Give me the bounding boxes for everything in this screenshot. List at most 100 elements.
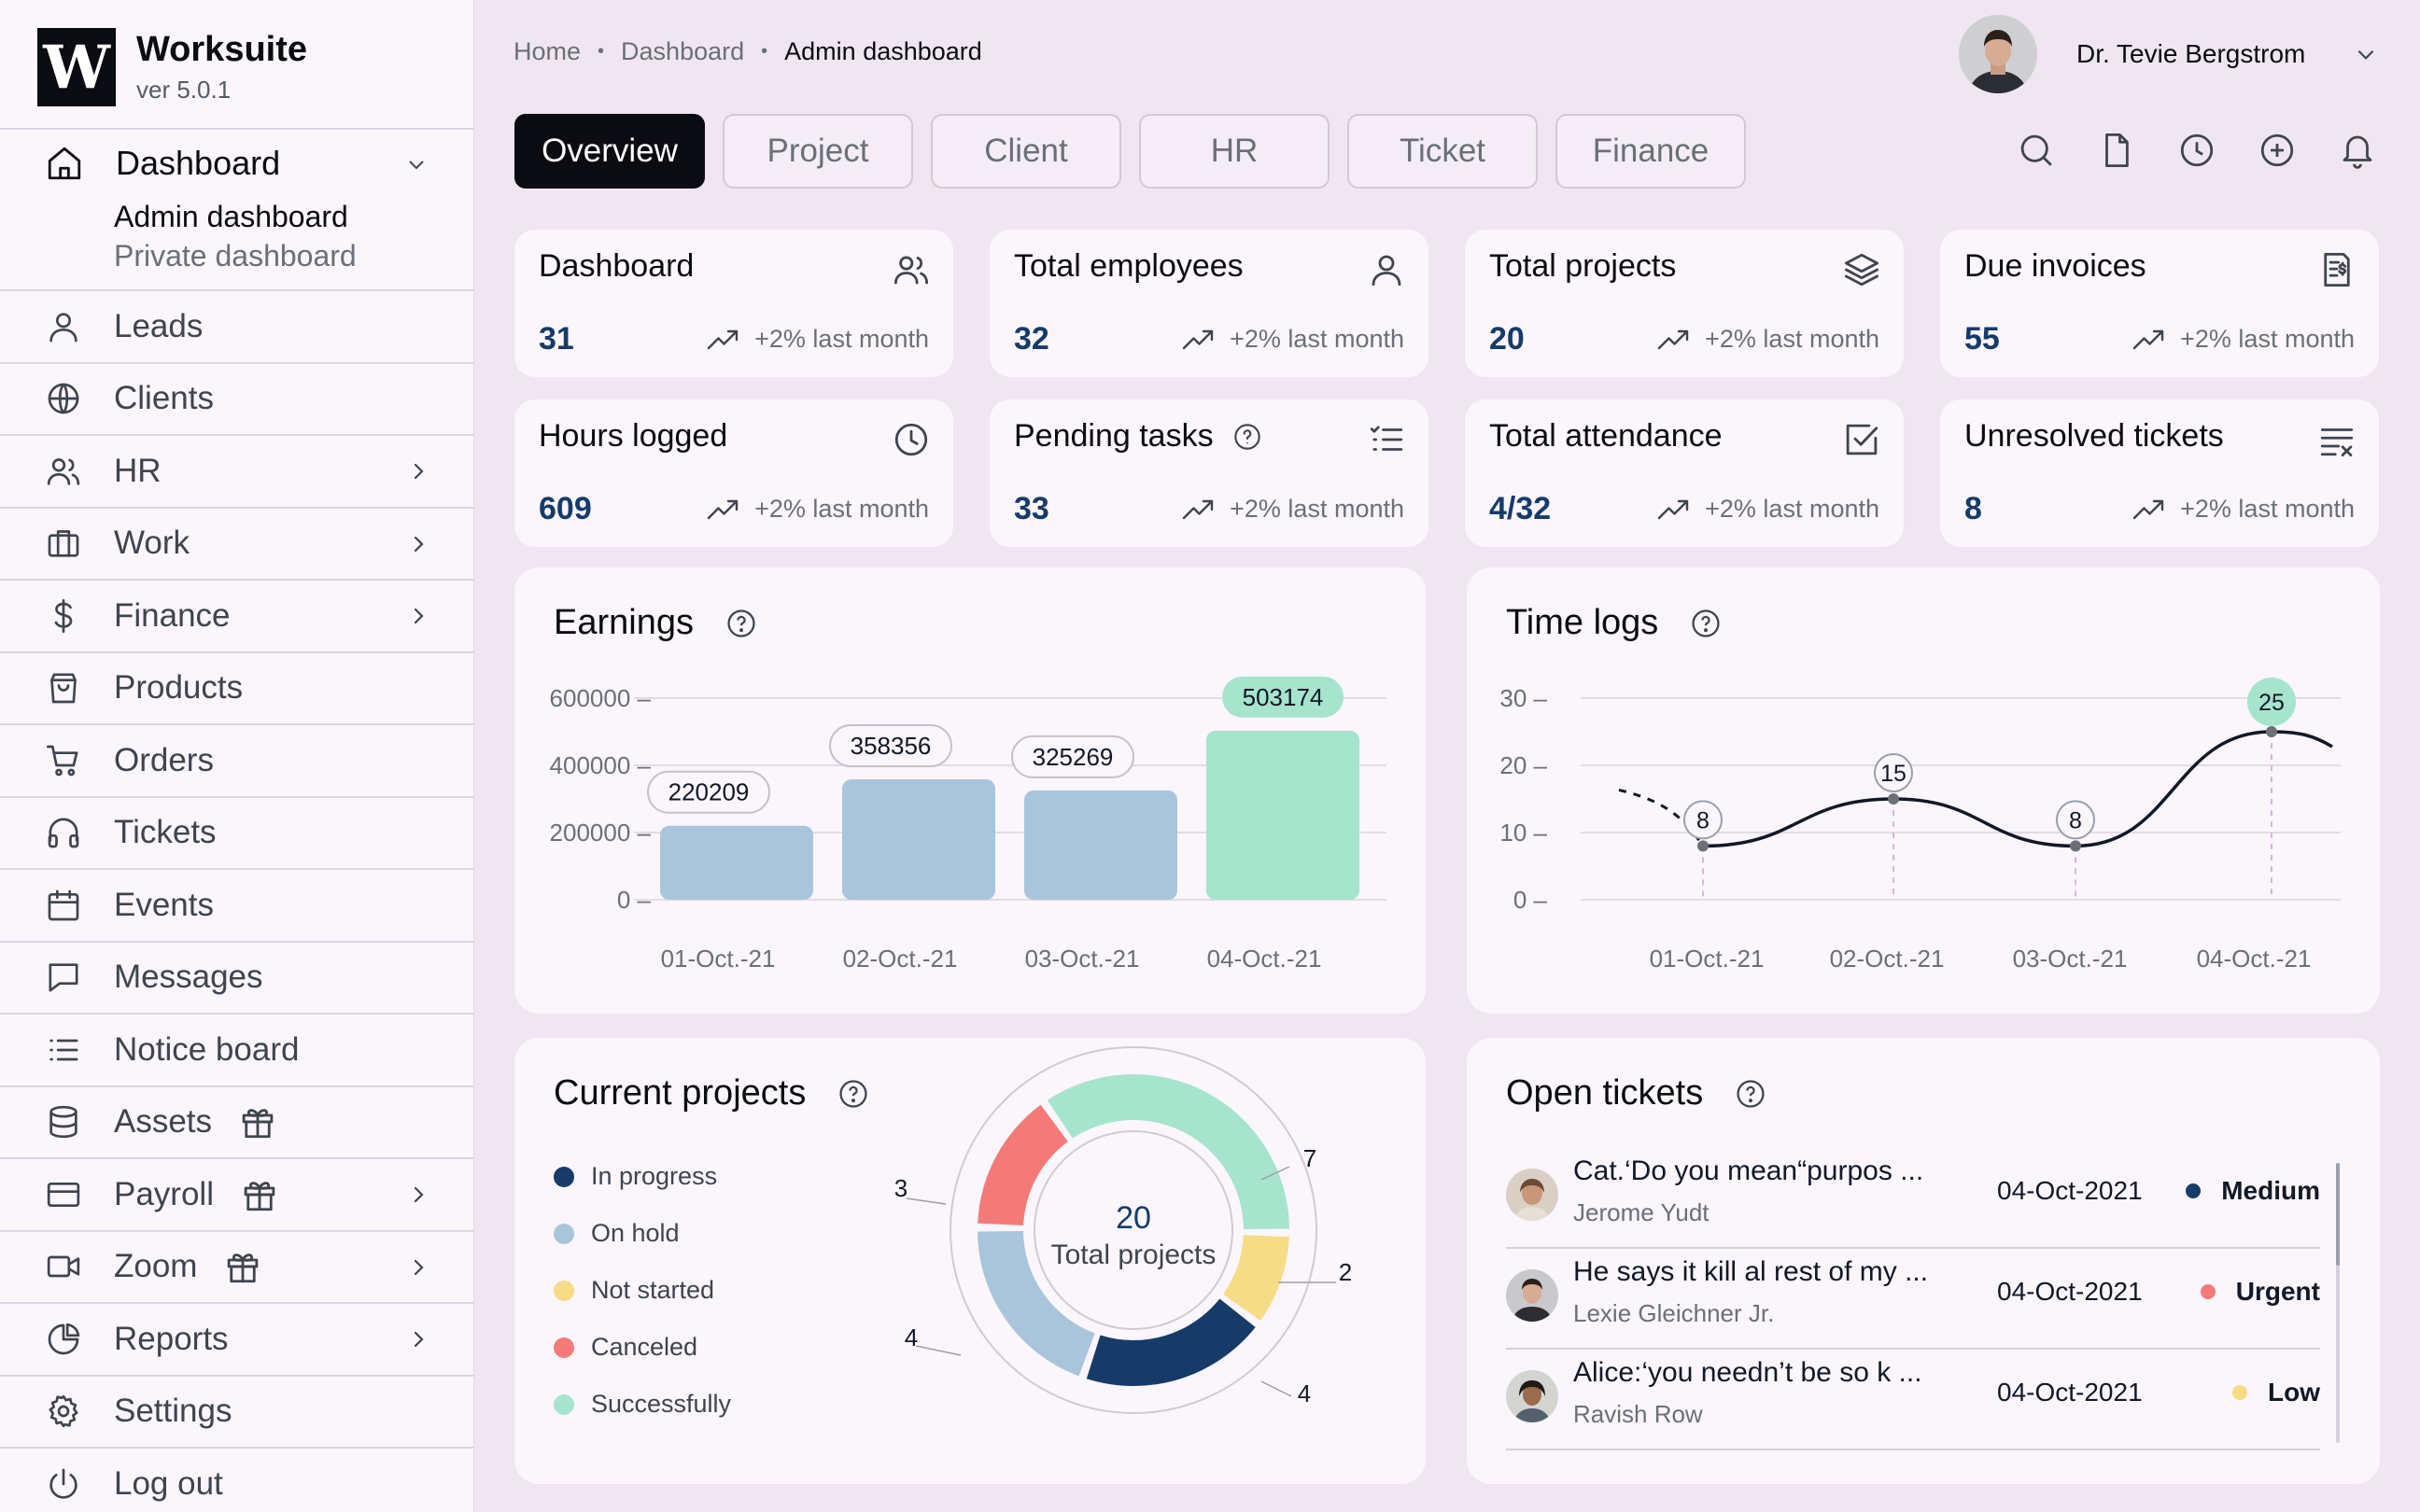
globe-icon bbox=[48, 383, 79, 414]
donut-outline bbox=[950, 1046, 1317, 1414]
tickets-scrollbar[interactable] bbox=[2336, 1163, 2340, 1443]
help-icon[interactable] bbox=[1690, 608, 1722, 639]
sidebar-item-tickets[interactable]: Tickets bbox=[0, 795, 474, 869]
sidebar-item-settings[interactable]: Settings bbox=[0, 1374, 474, 1448]
sidebar-item-zoom[interactable]: Zoom bbox=[0, 1229, 474, 1303]
legend-item[interactable]: Not started bbox=[554, 1262, 731, 1319]
breadcrumb-home[interactable]: Home bbox=[514, 37, 582, 65]
data-point[interactable] bbox=[2266, 726, 2277, 737]
data-point[interactable] bbox=[2070, 840, 2081, 852]
clock-icon[interactable] bbox=[2177, 131, 2216, 170]
stat-card-hours-logged[interactable]: Hours logged 609 +2% last month bbox=[514, 399, 953, 547]
donut-slice[interactable] bbox=[1047, 1074, 1289, 1229]
ticket-subject[interactable]: Alice:‘you needn’t be so k ... bbox=[1573, 1357, 1922, 1388]
sidebar-item-label: Orders bbox=[114, 741, 214, 778]
stat-card-total-employees[interactable]: Total employees 32 +2% last month bbox=[990, 230, 1428, 377]
sidebar-item-assets[interactable]: Assets bbox=[0, 1085, 474, 1158]
ticket-row[interactable]: Cat.‘Do you mean“purpos ... Jerome Yudt 04… bbox=[1506, 1148, 2320, 1249]
tab-ticket[interactable]: Ticket bbox=[1347, 114, 1538, 189]
data-point[interactable] bbox=[1888, 793, 1899, 805]
stat-value: 31 bbox=[539, 321, 574, 357]
chevron-right-icon[interactable] bbox=[407, 1256, 429, 1279]
help-icon[interactable] bbox=[837, 1078, 869, 1110]
data-label: 8 bbox=[2069, 807, 2082, 833]
plus-circle-icon[interactable] bbox=[2258, 131, 2297, 170]
chevron-right-icon[interactable] bbox=[407, 533, 429, 555]
sidebar-item-label: Leads bbox=[114, 307, 204, 344]
search-icon[interactable] bbox=[2017, 131, 2056, 170]
tickets-panel: Open tickets Cat.‘Do you mean“purpos ...… bbox=[1467, 1038, 2380, 1484]
stat-card-total-attendance[interactable]: Total attendance 4/32 +2% last month bbox=[1465, 399, 1904, 547]
chevron-down-icon[interactable] bbox=[2354, 42, 2378, 66]
user-menu[interactable]: Dr. Tevie Bergstrom bbox=[1959, 15, 2378, 93]
ticket-row[interactable]: He says it kill al rest of my ... Lexie G… bbox=[1506, 1249, 2320, 1350]
bar[interactable] bbox=[842, 778, 995, 900]
slice-value-label: 4 bbox=[905, 1323, 918, 1351]
sidebar-item-clients[interactable]: Clients bbox=[0, 361, 474, 435]
sidebar-item-log-out[interactable]: Log out bbox=[0, 1447, 474, 1512]
legend-item[interactable]: On hold bbox=[554, 1205, 731, 1262]
sidebar-item-notice-board[interactable]: Notice board bbox=[0, 1013, 474, 1085]
tab-hr[interactable]: HR bbox=[1139, 114, 1330, 189]
donut-slice[interactable] bbox=[1086, 1298, 1256, 1386]
slice-value-label: 3 bbox=[894, 1174, 908, 1202]
bar[interactable] bbox=[1206, 730, 1359, 900]
sidebar-item-products[interactable]: Products bbox=[0, 651, 474, 724]
tab-overview[interactable]: Overview bbox=[514, 114, 705, 189]
tab-finance[interactable]: Finance bbox=[1555, 114, 1746, 189]
sidebar-item-events[interactable]: Events bbox=[0, 868, 474, 941]
chevron-right-icon[interactable] bbox=[407, 460, 429, 483]
sidebar-item-label: Payroll bbox=[114, 1175, 214, 1212]
help-icon[interactable] bbox=[1735, 1078, 1766, 1110]
avatar[interactable] bbox=[1959, 15, 2037, 93]
breadcrumb-current: Admin dashboard bbox=[784, 37, 982, 65]
chevron-right-icon[interactable] bbox=[407, 1183, 429, 1206]
chevron-right-icon[interactable] bbox=[407, 605, 429, 627]
sidebar-item-messages[interactable]: Messages bbox=[0, 940, 474, 1014]
legend-item[interactable]: Successfully bbox=[554, 1376, 731, 1433]
layers-icon bbox=[1844, 253, 1879, 287]
bell-icon[interactable] bbox=[2338, 131, 2377, 170]
sidebar-subitem-admin-dashboard[interactable]: Admin dashboard bbox=[114, 200, 348, 233]
sidebar-item-reports[interactable]: Reports bbox=[0, 1302, 474, 1375]
stat-card-unresolved-tickets[interactable]: Unresolved tickets 8 +2% last month bbox=[1940, 399, 2379, 547]
sidebar-item-dashboard[interactable]: Dashboard Admin dashboard Private dashbo… bbox=[0, 131, 474, 289]
stat-card-pending-tasks[interactable]: Pending tasks 33 +2% last month bbox=[990, 399, 1428, 547]
sidebar-item-finance[interactable]: Finance bbox=[0, 579, 474, 651]
ticket-subject[interactable]: He says it kill al rest of my ... bbox=[1573, 1256, 1929, 1287]
help-icon[interactable] bbox=[725, 608, 757, 639]
sidebar-item-leads[interactable]: Leads bbox=[0, 289, 474, 362]
donut-slice[interactable] bbox=[978, 1231, 1095, 1377]
tab-project[interactable]: Project bbox=[723, 114, 913, 189]
legend-item[interactable]: Canceled bbox=[554, 1319, 731, 1376]
chevron-right-icon[interactable] bbox=[407, 1328, 429, 1351]
tab-client[interactable]: Client bbox=[931, 114, 1121, 189]
sidebar-item-orders[interactable]: Orders bbox=[0, 723, 474, 796]
sidebar-nav: Leads Clients HR Work Finance Products Orders T… bbox=[0, 289, 474, 1512]
chevron-down-icon[interactable] bbox=[405, 153, 428, 175]
stat-card-due-invoices[interactable]: Due invoices 55 +2% last month bbox=[1940, 230, 2379, 377]
donut-slice[interactable] bbox=[1223, 1235, 1289, 1321]
sidebar-item-hr[interactable]: HR bbox=[0, 434, 474, 507]
bar[interactable] bbox=[660, 825, 813, 900]
leader-line bbox=[915, 1345, 962, 1356]
ticket-subject[interactable]: Cat.‘Do you mean“purpos ... bbox=[1573, 1155, 1924, 1186]
stat-card-dashboard[interactable]: Dashboard 31 +2% last month bbox=[514, 230, 953, 377]
data-point[interactable] bbox=[1697, 840, 1709, 852]
sidebar-item-payroll[interactable]: Payroll bbox=[0, 1157, 474, 1230]
brand[interactable]: W Worksuite ver 5.0.1 bbox=[37, 28, 307, 106]
data-label-bubble bbox=[1683, 800, 1723, 840]
sidebar-item-work[interactable]: Work bbox=[0, 506, 474, 580]
help-icon[interactable] bbox=[1232, 422, 1262, 452]
breadcrumb-dashboard[interactable]: Dashboard bbox=[621, 37, 745, 65]
sidebar-subitem-private-dashboard[interactable]: Private dashboard bbox=[114, 239, 357, 273]
legend-label: Not started bbox=[591, 1276, 715, 1304]
ticket-row[interactable]: Alice:‘you needn’t be so k ... Ravish Row… bbox=[1506, 1350, 2320, 1450]
stat-card-total-projects[interactable]: Total projects 20 +2% last month bbox=[1465, 230, 1904, 377]
scrollbar-thumb[interactable] bbox=[2336, 1163, 2340, 1266]
legend-item[interactable]: In progress bbox=[554, 1148, 731, 1205]
file-icon[interactable] bbox=[2097, 131, 2136, 170]
stat-trend: +2% last month bbox=[1230, 325, 1404, 353]
bar[interactable] bbox=[1024, 790, 1177, 900]
donut-slice[interactable] bbox=[978, 1104, 1068, 1225]
